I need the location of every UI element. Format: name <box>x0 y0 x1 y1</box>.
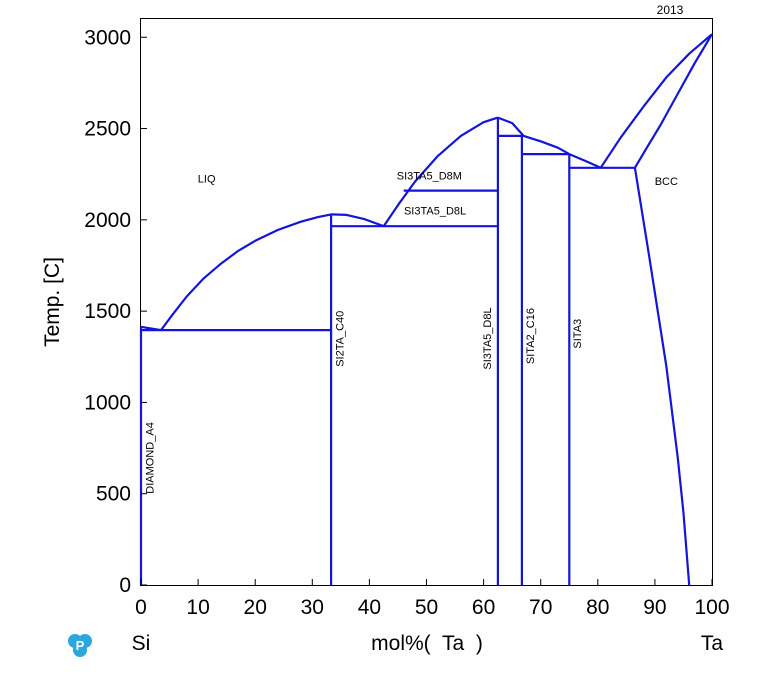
y-axis-ticks: 0 500 1000 1500 2000 2500 3000 <box>84 26 147 597</box>
x-tick-label: 80 <box>586 596 609 619</box>
plot-frame <box>140 18 713 586</box>
phase-label: SITA3 <box>572 319 584 349</box>
y-axis-title: Temp. [C] <box>41 257 64 347</box>
phase-boundary-line-3 <box>331 213 385 228</box>
x-axis-right-element: Ta <box>701 632 724 655</box>
y-tick-label: 2500 <box>84 118 131 141</box>
phase-boundary-line-8 <box>633 33 713 169</box>
x-tick-label: 70 <box>529 596 552 619</box>
y-tick-label: 3000 <box>84 26 131 49</box>
x-tick-label: 30 <box>301 596 324 619</box>
y-tick-label: 2000 <box>84 209 131 232</box>
x-tick-label: 50 <box>415 596 438 619</box>
x-axis-title: mol%( Ta ) <box>371 632 483 655</box>
y-tick-label: 500 <box>96 483 131 506</box>
x-tick-label: 40 <box>358 596 381 619</box>
x-tick-label: 60 <box>472 596 495 619</box>
phase-label: BCC <box>655 176 678 188</box>
phase-boundary-line-7 <box>599 33 713 169</box>
y-tick-label: 1500 <box>84 300 131 323</box>
phase-label: SI2TA_C40 <box>335 311 347 367</box>
phase-boundary-line-4 <box>382 116 499 227</box>
y-tick-label: 0 <box>119 574 131 597</box>
thermo-calc-logo-icon: P <box>68 634 92 657</box>
x-axis-ticks: 0 10 20 30 40 50 60 70 80 90 100 <box>135 579 730 619</box>
phase-boundary-line-5 <box>497 116 570 156</box>
phase-label: SI3TA5_D8L <box>482 307 494 369</box>
x-tick-label: 10 <box>186 596 209 619</box>
year-label: 2013 <box>657 3 684 17</box>
phase-label: SITA2_C16 <box>525 308 537 364</box>
phase-boundary-line-9 <box>633 167 691 586</box>
phase-boundary-line-2 <box>160 213 332 331</box>
phase-label: LIQ <box>198 173 216 185</box>
svg-text:P: P <box>76 638 85 653</box>
y-tick-label: 1000 <box>84 391 131 414</box>
phase-boundary-line-6 <box>568 153 602 169</box>
phase-label: SI3TA5_D8L <box>404 205 466 217</box>
phase-label: DIAMOND_A4 <box>145 422 157 494</box>
phase-labels: LIQ BCC SI3TA5_D8M SI3TA5_D8L DIAMOND_A4 SI2T… <box>145 171 678 494</box>
x-tick-label: 90 <box>643 596 666 619</box>
x-axis-left-element: Si <box>132 632 151 655</box>
x-tick-label: 20 <box>244 596 267 619</box>
phase-label: SI3TA5_D8M <box>397 171 462 183</box>
phase-boundaries <box>139 33 713 586</box>
x-tick-label: 100 <box>694 596 729 619</box>
x-tick-label: 0 <box>135 596 147 619</box>
